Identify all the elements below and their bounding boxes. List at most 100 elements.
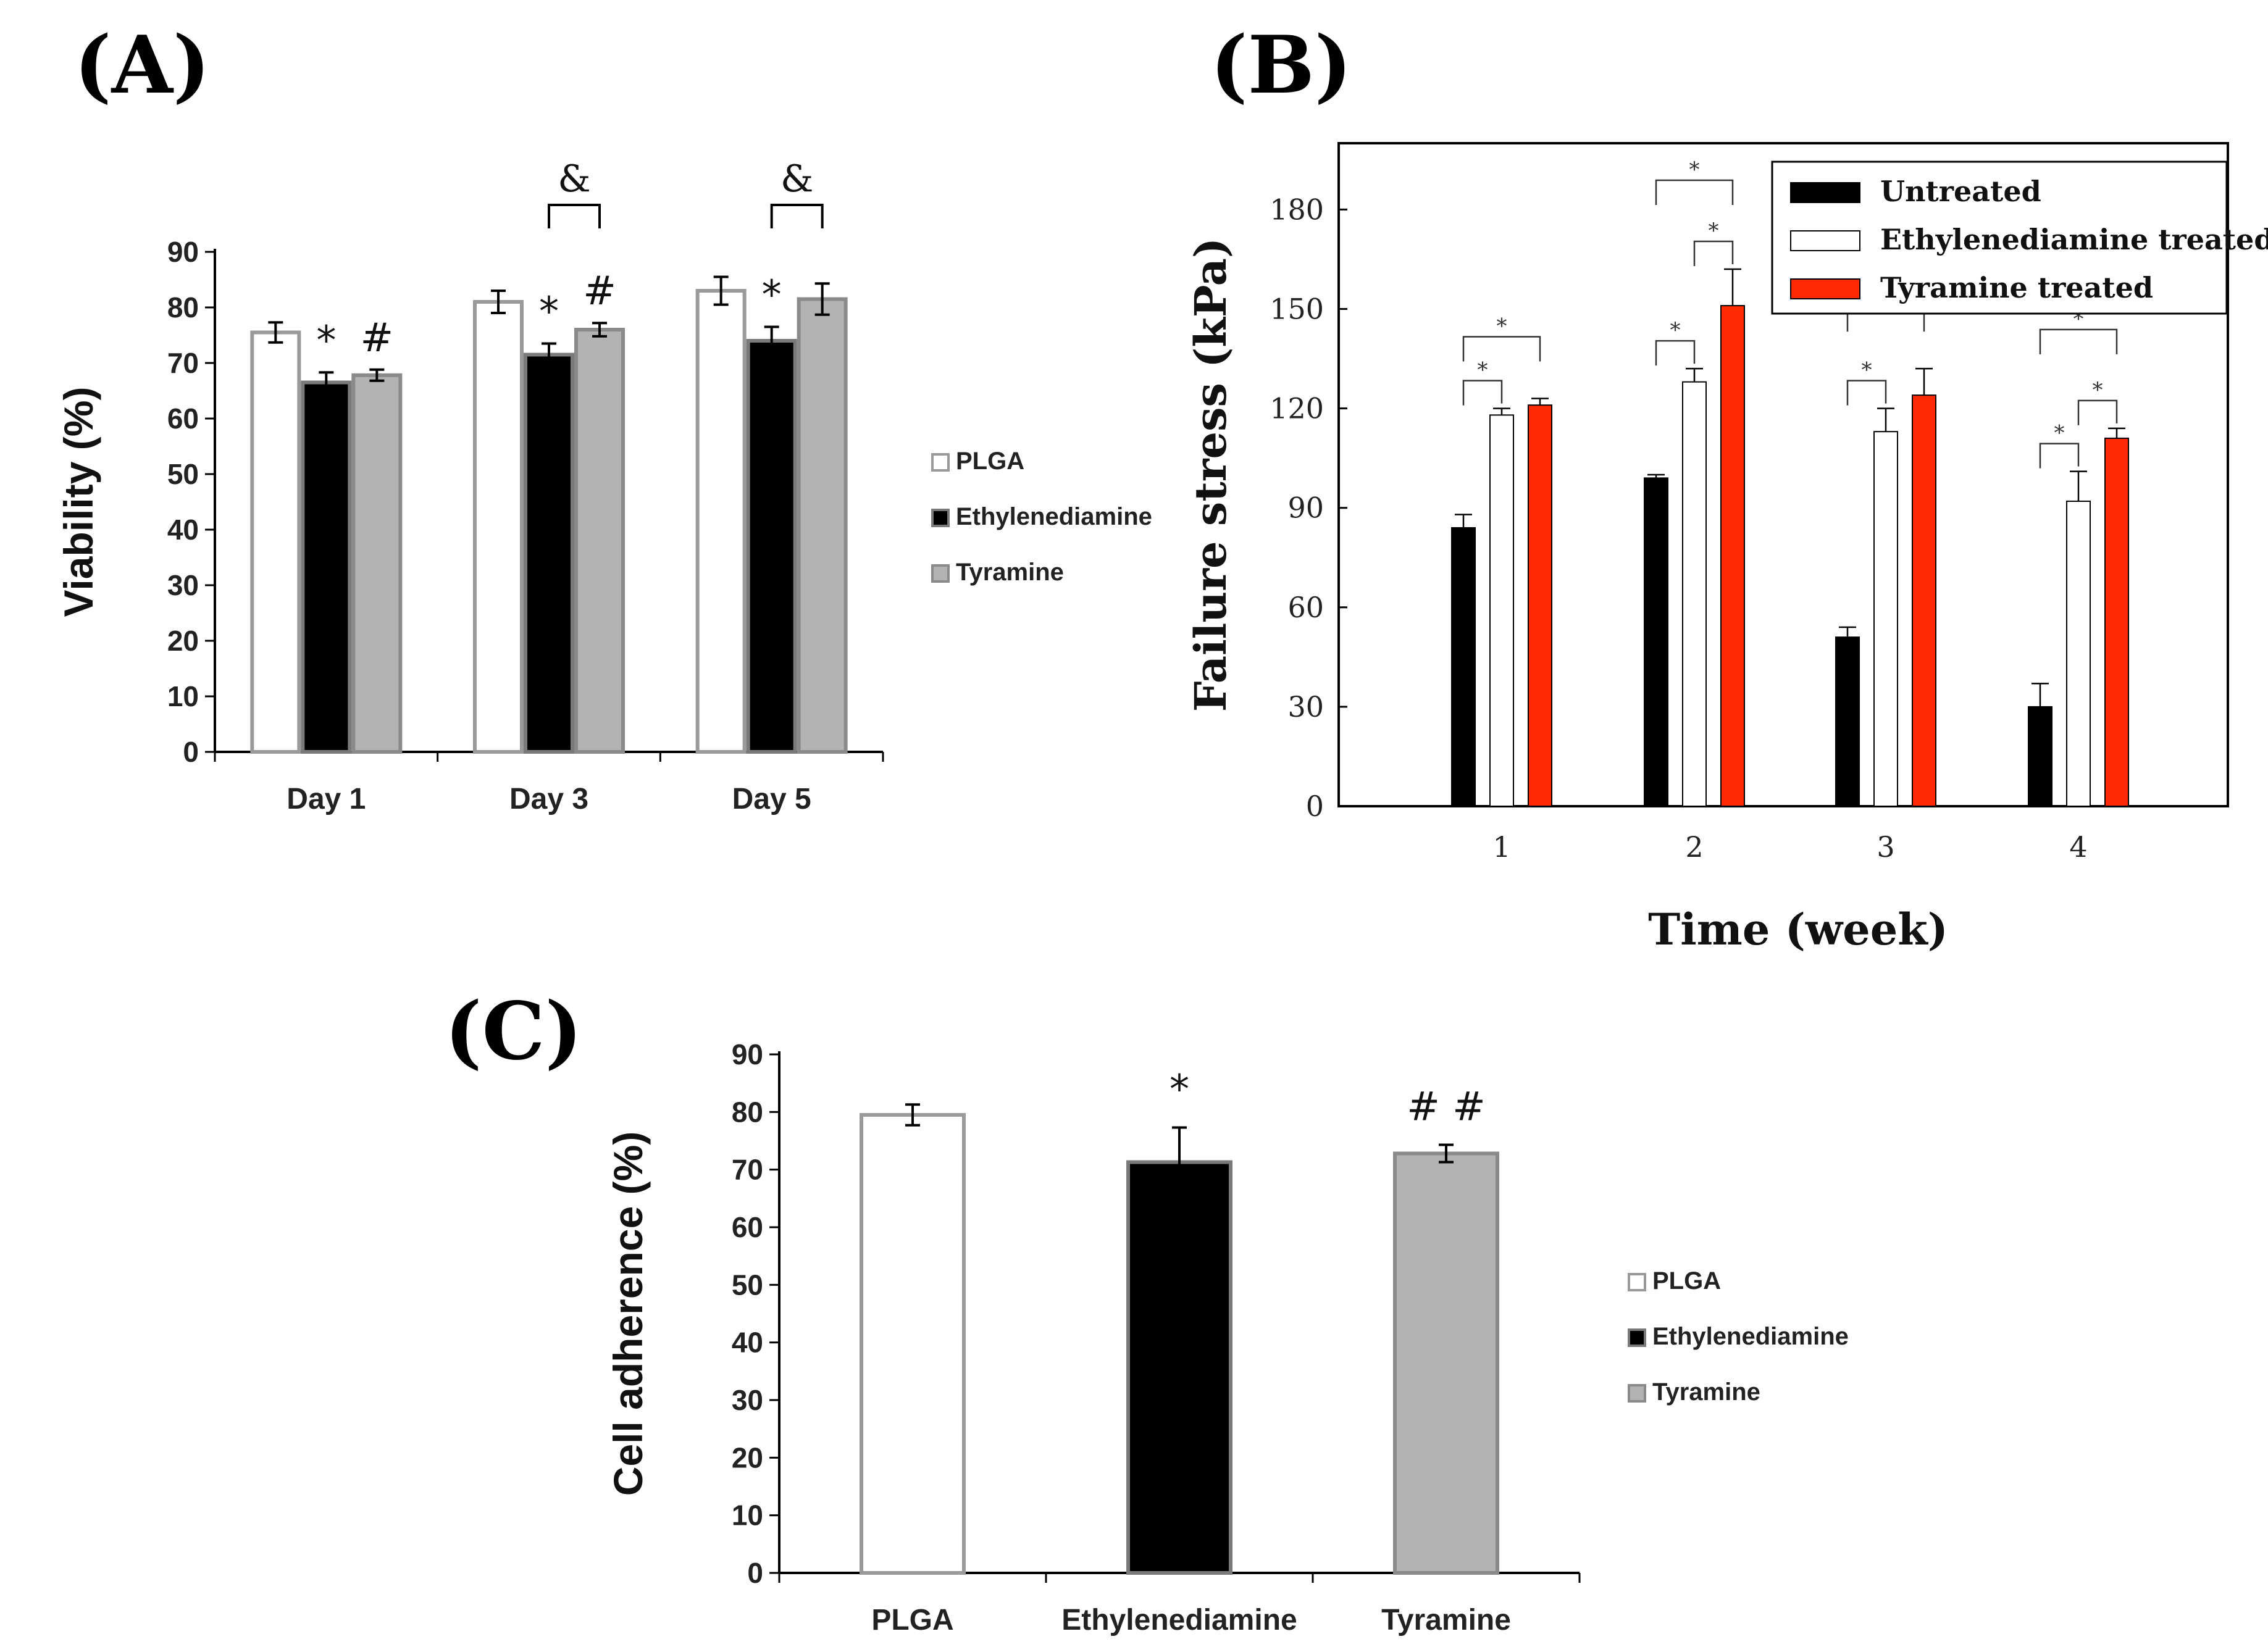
- chart-b-legend-label: Untreated: [1880, 175, 2041, 208]
- chart-c-bar-ethylenediamine: [1126, 1160, 1232, 1575]
- chart-a-legend-label: PLGA: [956, 448, 1024, 475]
- chart-c-legend-label: Ethylenediamine: [1652, 1323, 1849, 1350]
- chart-c-y-tick-label: 90: [732, 1038, 763, 1070]
- chart-a-bar-tyramine-day-5: [797, 297, 848, 754]
- chart-c-y-axis-label: Cell adherence (%): [605, 1132, 651, 1496]
- chart-a-legend-label: Ethylenediamine: [956, 503, 1152, 530]
- chart-a-bracket-label: &: [558, 157, 590, 201]
- chart-c-significance-marker: *: [1170, 1067, 1189, 1113]
- chart-a-x-tick-label: Day 3: [509, 783, 588, 815]
- chart-b-bracket-label: *: [1862, 358, 1872, 383]
- chart-c-y-tick-label: 70: [732, 1154, 763, 1186]
- chart-c-y-tick-label: 0: [747, 1557, 763, 1589]
- chart-b-bracket-label: *: [1709, 219, 1719, 243]
- chart-b-y-tick-label: 0: [1306, 790, 1324, 823]
- chart-b-significance-bracket: [2039, 443, 2080, 469]
- chart-b-significance-bracket: [2077, 399, 2118, 425]
- chart-c-x-tick-label: Tyramine: [1381, 1604, 1511, 1637]
- chart-b-bar-tyramine-treated-week-2: [1720, 305, 1745, 807]
- panel-a-label: (A): [74, 19, 210, 112]
- chart-b-bar-ethylenediamine-treated-week-1: [1489, 414, 1514, 807]
- chart-a-legend-swatch-tyramine: [931, 564, 950, 583]
- chart-b-significance-bracket: [1462, 336, 1541, 362]
- chart-b-significance-bracket: [1462, 380, 1503, 406]
- chart-a-significance-marker: *: [762, 273, 782, 319]
- chart-c-y-tick-label: 80: [732, 1096, 763, 1128]
- chart-b-significance-bracket: [1846, 380, 1887, 406]
- chart-a-x-tick-label: Day 5: [732, 783, 811, 815]
- chart-b-significance-bracket: [1655, 340, 1696, 366]
- chart-a-y-tick-label: 60: [167, 402, 199, 435]
- chart-b-x-tick-label: 3: [1877, 830, 1894, 864]
- chart-a-y-tick-label: 10: [167, 680, 199, 712]
- chart-b-bar-untreated-week-2: [1644, 477, 1668, 807]
- chart-b-legend-label: Tyramine treated: [1880, 271, 2153, 304]
- chart-a-significance-marker: #: [583, 269, 616, 314]
- chart-b-bracket-label: *: [2093, 378, 2103, 402]
- chart-a-significance-bracket: [770, 204, 824, 228]
- chart-b-bar-untreated-week-3: [1835, 636, 1860, 807]
- chart-c-x-tick-label: Ethylenediamine: [1061, 1604, 1297, 1637]
- panel-b-label: (B): [1210, 19, 1352, 112]
- chart-a-y-tick-label: 50: [167, 458, 199, 490]
- chart-b-legend-swatch-untreated: [1790, 182, 1860, 203]
- chart-b-bracket-label: *: [1689, 157, 1700, 182]
- chart-c-y-tick-label: 50: [732, 1269, 763, 1301]
- chart-a-legend-label: Tyramine: [956, 559, 1064, 586]
- chart-c-bar-plga: [860, 1113, 966, 1575]
- chart-b-legend-label: Ethylenediamine treated: [1880, 223, 2268, 256]
- chart-b-bracket-label: *: [1478, 358, 1488, 383]
- chart-a-bar-ethylenediamine-day-5: [746, 339, 797, 754]
- chart-a-bar-plga-day-5: [695, 289, 747, 754]
- chart-c-y-tick-label: 60: [732, 1211, 763, 1243]
- chart-b-bar-untreated-week-1: [1451, 527, 1476, 807]
- chart-a-significance-bracket: [548, 204, 601, 228]
- chart-c-cell-adherence: 0 10 20 30 40 50 60 70 80 90 PLGA Ethylenediamine Ty…: [605, 1038, 1849, 1637]
- chart-a-y-tick-label: 80: [167, 291, 199, 323]
- chart-a-bar-tyramine-day-3: [574, 328, 625, 754]
- chart-b-y-tick-label: 60: [1287, 591, 1324, 624]
- chart-c-y-tick-label: 10: [732, 1499, 763, 1532]
- chart-a-legend-swatch-plga: [931, 453, 950, 472]
- chart-a-significance-marker: *: [316, 318, 336, 364]
- chart-b-significance-bracket: [1693, 240, 1734, 267]
- chart-b-significance-bracket: [1655, 179, 1734, 205]
- chart-a-y-tick-label: 90: [167, 236, 199, 268]
- chart-a-y-tick-label: 20: [167, 625, 199, 657]
- chart-b-significance-bracket: [2039, 328, 2118, 354]
- chart-b-bracket-label: *: [2054, 421, 2065, 446]
- chart-c-legend-label: Tyramine: [1652, 1378, 1760, 1406]
- chart-c-legend-swatch-tyramine: [1628, 1384, 1646, 1403]
- chart-a-bar-plga-day-3: [473, 300, 524, 754]
- chart-a-y-tick-label: 70: [167, 347, 199, 379]
- chart-b-bar-tyramine-treated-week-1: [1528, 404, 1552, 807]
- chart-b-x-tick-label: 4: [2069, 830, 2087, 864]
- chart-a-y-tick-label: 40: [167, 514, 199, 546]
- chart-b-bracket-label: *: [1670, 318, 1681, 343]
- chart-b-bar-ethylenediamine-treated-week-3: [1873, 431, 1898, 807]
- chart-b-y-tick-label: 30: [1287, 690, 1324, 723]
- chart-c-y-tick-label: 40: [732, 1327, 763, 1359]
- chart-b-failure-stress: 0 30 60 90 120 150 180 1 2 3 4 Time (week) Failure s…: [1185, 142, 2268, 955]
- chart-a-bar-ethylenediamine-day-3: [524, 352, 574, 754]
- chart-b-y-tick-label: 180: [1270, 193, 1324, 226]
- chart-c-significance-marker: # #: [1407, 1085, 1486, 1130]
- chart-a-bar-plga-day-1: [250, 330, 301, 754]
- chart-a-y-tick-label: 30: [167, 569, 199, 601]
- chart-a-y-axis-label: Viability (%): [56, 387, 101, 617]
- chart-b-y-axis-label: Failure stress (kPa): [1185, 238, 1236, 712]
- chart-b-legend-swatch-tyramine-treated: [1790, 278, 1860, 299]
- chart-b-x-axis-label: Time (week): [1648, 904, 1948, 955]
- chart-b-bar-ethylenediamine-treated-week-4: [2066, 500, 2091, 807]
- chart-b-bar-tyramine-treated-week-3: [1912, 394, 1936, 807]
- chart-a-bar-ethylenediamine-day-1: [301, 380, 352, 754]
- chart-b-bar-untreated-week-4: [2028, 706, 2052, 807]
- chart-a-significance-marker: #: [361, 315, 394, 361]
- chart-c-legend-label: PLGA: [1652, 1267, 1721, 1295]
- chart-b-legend-swatch-ethylenediamine-treated: [1790, 230, 1860, 251]
- chart-b-y-tick-label: 90: [1287, 491, 1324, 525]
- chart-b-x-tick-label: 1: [1492, 830, 1510, 864]
- chart-c-legend-swatch-ethylenediamine: [1628, 1328, 1646, 1347]
- chart-a-significance-marker: *: [539, 290, 559, 335]
- chart-a-viability: 0 10 20 30 40 50 60 70 80 90 Day 1 Day 3 Day 5 Viabil…: [56, 157, 1152, 815]
